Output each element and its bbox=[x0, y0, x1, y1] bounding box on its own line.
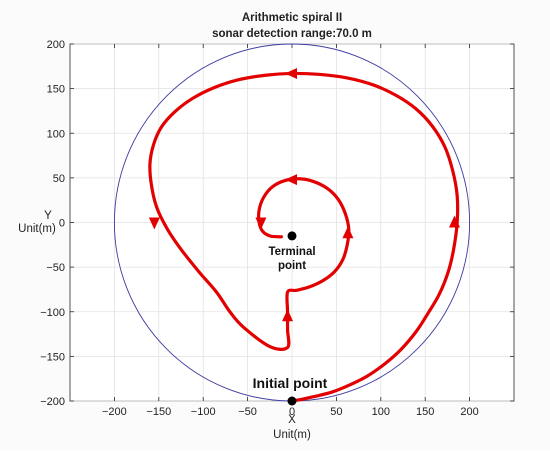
x-tick-label: 50 bbox=[330, 406, 342, 418]
x-tick-label: −200 bbox=[102, 406, 127, 418]
y-tick-label: −100 bbox=[40, 307, 65, 319]
y-axis-label-symbol: Y bbox=[44, 210, 52, 222]
direction-arrow-up bbox=[342, 226, 354, 239]
y-tick-label: 0 bbox=[59, 218, 65, 230]
x-tick-label: −100 bbox=[191, 406, 216, 418]
x-tick-label: 200 bbox=[460, 406, 478, 418]
trajectory-path bbox=[148, 71, 460, 403]
direction-arrow-left bbox=[285, 67, 297, 79]
direction-arrow-left bbox=[285, 174, 297, 186]
y-tick-label: 150 bbox=[47, 84, 65, 96]
initial-point-marker bbox=[287, 396, 297, 406]
y-tick-labels: −200 −150 −100 −50 0 50 100 150 200 bbox=[40, 39, 65, 408]
path-layer bbox=[148, 71, 460, 403]
y-tick-label: 100 bbox=[47, 128, 65, 140]
x-tick-label: −150 bbox=[146, 406, 171, 418]
direction-arrow-up bbox=[449, 215, 460, 228]
y-tick-label: −150 bbox=[40, 351, 65, 363]
x-axis-label-symbol: X bbox=[288, 414, 296, 426]
terminal-point-marker bbox=[287, 231, 297, 241]
point-markers bbox=[287, 231, 297, 406]
y-tick-label: −200 bbox=[40, 396, 65, 408]
x-tick-label: 100 bbox=[372, 406, 390, 418]
direction-arrow-down bbox=[148, 217, 160, 230]
x-axis-label-unit: Unit(m) bbox=[273, 429, 311, 441]
x-tick-label: 0 bbox=[289, 406, 295, 418]
initial-point-label: Initial point bbox=[253, 375, 328, 391]
y-axis-label-unit: Unit(m) bbox=[18, 223, 56, 235]
direction-arrow-up bbox=[282, 309, 294, 322]
direction-arrows bbox=[148, 67, 460, 322]
y-tick-label: 50 bbox=[53, 173, 65, 185]
y-tick-label: −50 bbox=[46, 262, 65, 274]
chart-subtitle: sonar detection range:70.0 m bbox=[212, 28, 372, 40]
chart-title: Arithmetic spiral II bbox=[242, 12, 342, 24]
y-tick-label: 200 bbox=[47, 39, 65, 51]
terminal-point-label-line1: Terminal bbox=[268, 246, 315, 258]
x-tick-labels: −200 −150 −100 −50 0 50 100 150 200 bbox=[102, 406, 479, 418]
terminal-point-label-line2: point bbox=[278, 260, 306, 272]
direction-arrow-down bbox=[255, 217, 267, 230]
x-tick-label: −50 bbox=[238, 406, 257, 418]
x-tick-label: 150 bbox=[416, 406, 434, 418]
